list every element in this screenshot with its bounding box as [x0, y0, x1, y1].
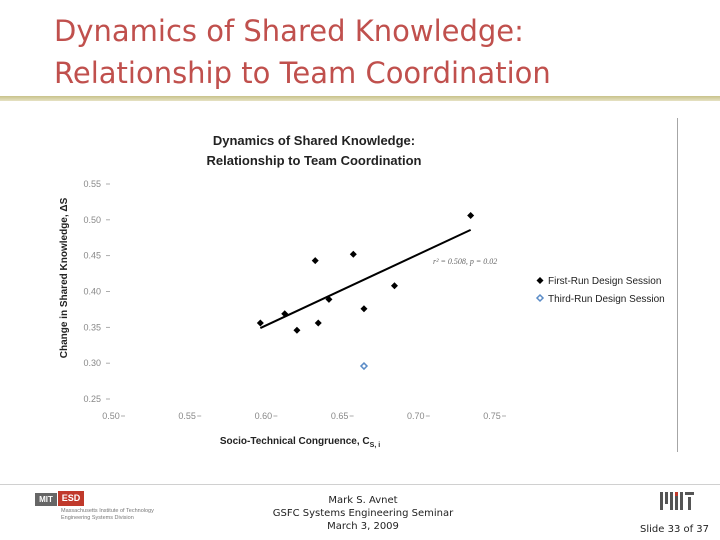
mit-esd-logo: MIT ESD Massachusetts Institute of Techn… [35, 491, 175, 531]
slide-title-line-2: Relationship to Team Coordination [54, 56, 551, 90]
y-tick-label: 0.40 [83, 287, 101, 297]
x-axis-label: Socio-Technical Congruence, CS, i [220, 436, 380, 449]
logo-institute-text: Massachusetts Institute of Technology [61, 508, 154, 514]
y-axis-label: Change in Shared Knowledge, ΔS [59, 197, 70, 358]
data-point-first-run [467, 212, 475, 220]
y-tick-label: 0.30 [83, 358, 101, 368]
legend-label-third-run: Third-Run Design Session [548, 294, 665, 305]
x-tick-labels: 0.50 0.55 0.60 0.65 0.70 0.75 [102, 411, 506, 421]
trend-line [259, 228, 472, 329]
slide-title: Dynamics of Shared Knowledge: Relationsh… [54, 10, 694, 94]
legend-item-first-run: First-Run Design Session [536, 276, 661, 287]
data-point-first-run [281, 310, 289, 318]
regression-annotation: r² = 0.508, p = 0.02 [433, 257, 497, 266]
data-point-first-run [293, 326, 301, 334]
scatter-chart: Dynamics of Shared Knowledge: Relationsh… [59, 133, 665, 449]
x-tick-label: 0.50 [102, 411, 120, 421]
data-point-first-run [360, 305, 368, 313]
y-tick-label: 0.35 [83, 322, 101, 332]
footer-author: Mark S. Avnet [328, 495, 398, 506]
y-tick-label: 0.45 [83, 251, 101, 261]
y-tick-label: 0.50 [83, 215, 101, 225]
y-tick-label: 0.25 [83, 394, 101, 404]
data-point-third-run [359, 361, 369, 371]
footer-event: GSFC Systems Engineering Seminar [272, 508, 454, 519]
vertical-divider [677, 118, 678, 452]
legend-marker-first-run [536, 277, 544, 284]
legend-item-third-run: Third-Run Design Session [535, 293, 665, 305]
chart-title-line-2: Relationship to Team Coordination [207, 153, 422, 168]
x-tick-label: 0.70 [407, 411, 425, 421]
x-tick-label: 0.65 [331, 411, 349, 421]
legend-marker-third-run [535, 293, 545, 303]
footer-info: Mark S. Avnet GSFC Systems Engineering S… [250, 494, 476, 533]
data-point-first-run [325, 295, 333, 303]
data-point-first-run [390, 282, 398, 290]
plot-area [256, 212, 475, 371]
logo-mit-text: MIT [35, 493, 57, 506]
y-tick-label: 0.55 [83, 179, 101, 189]
data-point-first-run [314, 319, 322, 327]
footer-date: March 3, 2009 [327, 521, 399, 532]
x-axis-label-subscript: S, i [370, 442, 381, 449]
x-tick-label: 0.55 [178, 411, 196, 421]
x-axis-label-main: Socio-Technical Congruence, C [220, 436, 370, 447]
data-point-first-run [349, 250, 357, 258]
slide-title-line-1: Dynamics of Shared Knowledge: [54, 14, 524, 48]
mit-logo-icon [660, 492, 694, 510]
logo-esd-text: ESD [58, 491, 84, 506]
logo-division-text: Engineering Systems Division [61, 515, 134, 521]
legend: First-Run Design Session Third-Run Desig… [535, 276, 665, 305]
title-divider [0, 96, 720, 101]
data-point-first-run [311, 257, 319, 265]
data-point-first-run [256, 319, 264, 327]
x-tick-label: 0.75 [483, 411, 501, 421]
x-tick-label: 0.60 [255, 411, 273, 421]
y-tick-labels: 0.55 0.50 0.45 0.40 0.35 0.30 0.25 [83, 179, 110, 404]
chart-title-line-1: Dynamics of Shared Knowledge: [213, 133, 415, 148]
slide-number: Slide 33 of 37 [640, 524, 710, 535]
legend-label-first-run: First-Run Design Session [548, 276, 661, 287]
footer-divider [0, 484, 720, 485]
